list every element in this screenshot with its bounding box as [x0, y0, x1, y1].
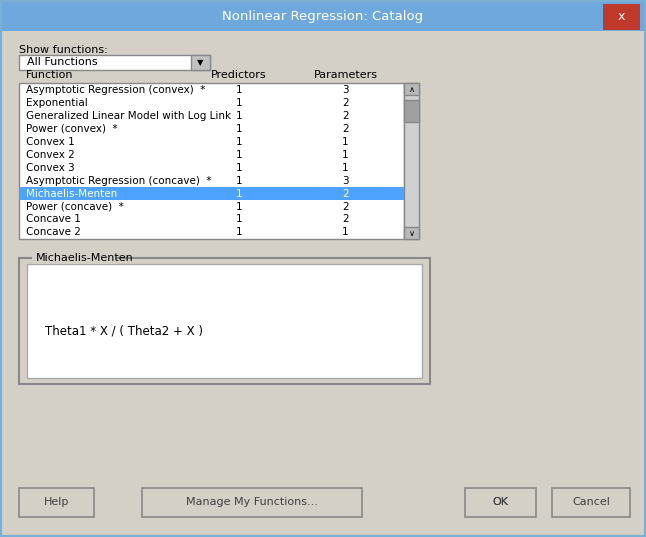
Text: Function: Function: [26, 70, 74, 79]
Text: Concave 1: Concave 1: [26, 214, 81, 224]
Text: Convex 1: Convex 1: [26, 136, 74, 147]
Text: Michaelis-Menten: Michaelis-Menten: [26, 188, 117, 199]
Text: 3: 3: [342, 85, 349, 95]
Text: 1: 1: [342, 228, 349, 237]
Text: 1: 1: [236, 201, 242, 212]
Text: 2: 2: [342, 124, 349, 134]
Text: Generalized Linear Model with Log Link: Generalized Linear Model with Log Link: [26, 111, 231, 121]
Text: Convex 2: Convex 2: [26, 150, 74, 159]
Text: 1: 1: [236, 98, 242, 108]
Text: 2: 2: [342, 98, 349, 108]
Text: 1: 1: [236, 176, 242, 186]
Text: Show functions:: Show functions:: [19, 46, 108, 55]
Text: 2: 2: [342, 188, 349, 199]
Text: 1: 1: [236, 150, 242, 159]
Text: OK: OK: [493, 497, 508, 507]
Text: Parameters: Parameters: [313, 70, 378, 79]
Text: Manage My Functions...: Manage My Functions...: [186, 497, 318, 507]
Text: All Functions: All Functions: [27, 57, 98, 67]
Text: 1: 1: [236, 136, 242, 147]
Text: 1: 1: [236, 124, 242, 134]
Text: Power (convex)  *: Power (convex) *: [26, 124, 118, 134]
Text: 1: 1: [236, 163, 242, 172]
Text: Theta1 * X / ( Theta2 + X ): Theta1 * X / ( Theta2 + X ): [45, 324, 203, 337]
Text: x: x: [618, 10, 625, 23]
Text: 1: 1: [236, 85, 242, 95]
Text: Cancel: Cancel: [572, 497, 610, 507]
Text: X: X: [616, 220, 623, 230]
Text: Theta2: Theta2: [468, 223, 502, 233]
Text: 2: 2: [342, 111, 349, 121]
Text: O: O: [443, 220, 451, 230]
Text: 2: 2: [342, 201, 349, 212]
Text: Concave 2: Concave 2: [26, 228, 81, 237]
Text: 3: 3: [342, 176, 349, 186]
Text: 1: 1: [236, 228, 242, 237]
Text: 0: 0: [455, 220, 461, 230]
Text: 1: 1: [342, 136, 349, 147]
Text: OK: OK: [493, 497, 508, 507]
Text: Michaelis-Menten: Michaelis-Menten: [36, 253, 133, 263]
Text: ▼: ▼: [197, 58, 203, 67]
Text: ∧: ∧: [408, 85, 415, 93]
Text: Theta1: Theta1: [440, 139, 450, 172]
Text: Y: Y: [457, 83, 463, 93]
Text: Predictors: Predictors: [211, 70, 267, 79]
Text: Exponential: Exponential: [26, 98, 88, 108]
Text: 1: 1: [236, 111, 242, 121]
Text: Nonlinear Regression: Catalog: Nonlinear Regression: Catalog: [222, 10, 424, 23]
Text: Help: Help: [44, 497, 69, 507]
Text: Convex 3: Convex 3: [26, 163, 74, 172]
Text: Asymptotic Regression (concave)  *: Asymptotic Regression (concave) *: [26, 176, 211, 186]
Text: Power (concave)  *: Power (concave) *: [26, 201, 123, 212]
Text: 1: 1: [236, 188, 242, 199]
Text: 1: 1: [342, 163, 349, 172]
Text: 1: 1: [342, 150, 349, 159]
Text: 2: 2: [342, 214, 349, 224]
Text: 1: 1: [236, 214, 242, 224]
Text: Asymptotic Regression (convex)  *: Asymptotic Regression (convex) *: [26, 85, 205, 95]
Text: ∨: ∨: [408, 229, 415, 237]
